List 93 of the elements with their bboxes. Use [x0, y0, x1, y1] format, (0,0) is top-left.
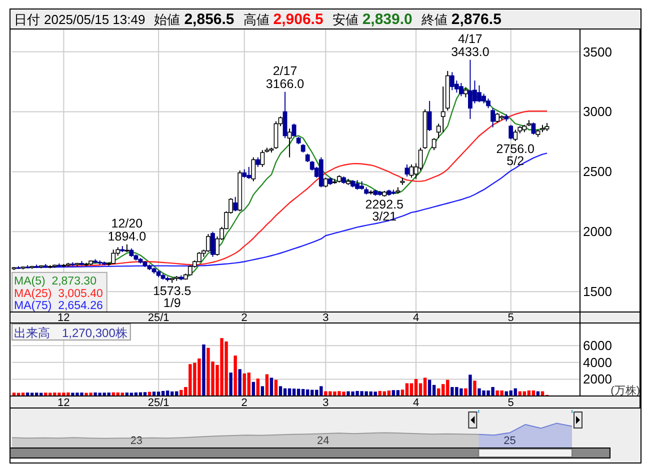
x-tick-label: 25	[504, 435, 516, 447]
annotation: 5/2	[506, 154, 524, 168]
annotation: 3166.0	[266, 76, 304, 91]
bar	[202, 344, 206, 396]
bar	[270, 378, 274, 396]
x-tick-label: 5	[508, 312, 514, 324]
candlestick	[440, 86, 446, 133]
annotation: 2/17	[272, 64, 298, 78]
y-tick-label: 4000	[583, 354, 612, 370]
y-tick-label: 1500	[583, 284, 612, 300]
text: MA(75) 2,654.26	[14, 300, 103, 312]
candlestick	[292, 123, 296, 136]
annotation: 4/17	[458, 32, 482, 46]
y-tick-label: 6000	[583, 338, 612, 354]
candlestick	[210, 231, 215, 258]
series-label: MA(5) 2,873.30	[14, 276, 96, 288]
bar	[423, 378, 427, 396]
annotation: 3/21	[372, 210, 397, 224]
bar	[229, 372, 232, 396]
text: 高値	[243, 12, 270, 27]
candlestick	[432, 138, 436, 151]
y-axis-title: (万株)	[610, 384, 640, 397]
candlestick	[458, 82, 464, 97]
candlestick	[409, 164, 414, 178]
y-tick-label: 2000	[583, 372, 612, 387]
bar	[464, 388, 468, 396]
candlestick	[274, 120, 278, 150]
text: 2,839.0	[362, 11, 412, 28]
annotation: 2292.5	[365, 198, 404, 212]
x-tick-label: 5	[508, 397, 514, 409]
y-tick-label: 2000	[583, 224, 612, 240]
y-tick-label: 2500	[583, 164, 612, 180]
x-tick-label: 12	[58, 397, 70, 409]
annotation: 2756.0	[496, 142, 535, 156]
text: 2,856.5	[184, 11, 234, 28]
x-tick-label: 3	[322, 397, 329, 409]
bar	[278, 386, 282, 396]
bar	[234, 356, 237, 396]
candlestick	[251, 156, 256, 182]
candlestick	[531, 122, 536, 136]
candlestick	[404, 164, 410, 177]
annotation: 12/20	[111, 216, 143, 230]
series-label: MA(25) 3,005.40	[14, 288, 103, 300]
bar	[256, 378, 260, 396]
candlestick	[256, 156, 260, 168]
candlestick	[287, 128, 292, 158]
text: 日付	[14, 12, 40, 27]
annotation: 1894.0	[108, 229, 146, 244]
candlestick	[495, 112, 500, 124]
bar	[414, 378, 418, 396]
x-tick-label: 3	[322, 312, 329, 324]
x-tick-label: 2	[241, 397, 248, 409]
y-tick-label: 3500	[583, 44, 612, 60]
candlestick	[323, 177, 328, 188]
bar	[410, 383, 414, 396]
x-tick-label: 24	[316, 435, 330, 447]
text: 終値	[420, 12, 448, 27]
bar	[405, 383, 409, 396]
bar	[238, 369, 242, 396]
bar	[247, 372, 250, 396]
x-tick-label: 4	[412, 397, 420, 409]
text: 2,906.5	[273, 11, 324, 28]
candlestick	[260, 150, 265, 168]
candlestick	[463, 87, 468, 98]
candlestick	[427, 100, 432, 132]
annotation: 1573.5	[152, 284, 192, 298]
bar	[274, 380, 278, 396]
chart-title: 出来高 1,270,300株	[14, 326, 128, 340]
annotation: 1/9	[163, 296, 181, 310]
annotation: 3433.0	[451, 44, 490, 59]
text: 2025/05/15 13:49	[44, 12, 146, 27]
x-tick-label: 12	[58, 312, 70, 324]
bar	[428, 380, 432, 396]
x-tick-label: 25/1	[148, 312, 170, 324]
bar	[468, 374, 472, 396]
text: 始値	[154, 12, 180, 27]
bar	[252, 382, 255, 396]
y-tick-label: 3000	[583, 104, 612, 120]
candlestick	[513, 129, 518, 142]
bar	[265, 374, 269, 396]
bar	[260, 386, 264, 396]
candlestick	[282, 91, 288, 139]
candlestick	[490, 108, 495, 128]
candlestick	[233, 196, 238, 212]
line-series	[63, 110, 548, 267]
text: 2,876.5	[451, 11, 502, 28]
bar	[473, 380, 476, 396]
x-tick-label: 4	[412, 312, 420, 324]
candlestick	[508, 124, 514, 140]
x-tick-label: 25/1	[148, 397, 170, 409]
text: 安値	[332, 12, 358, 27]
candlestick	[418, 147, 423, 171]
x-tick-label: 2	[241, 312, 248, 324]
